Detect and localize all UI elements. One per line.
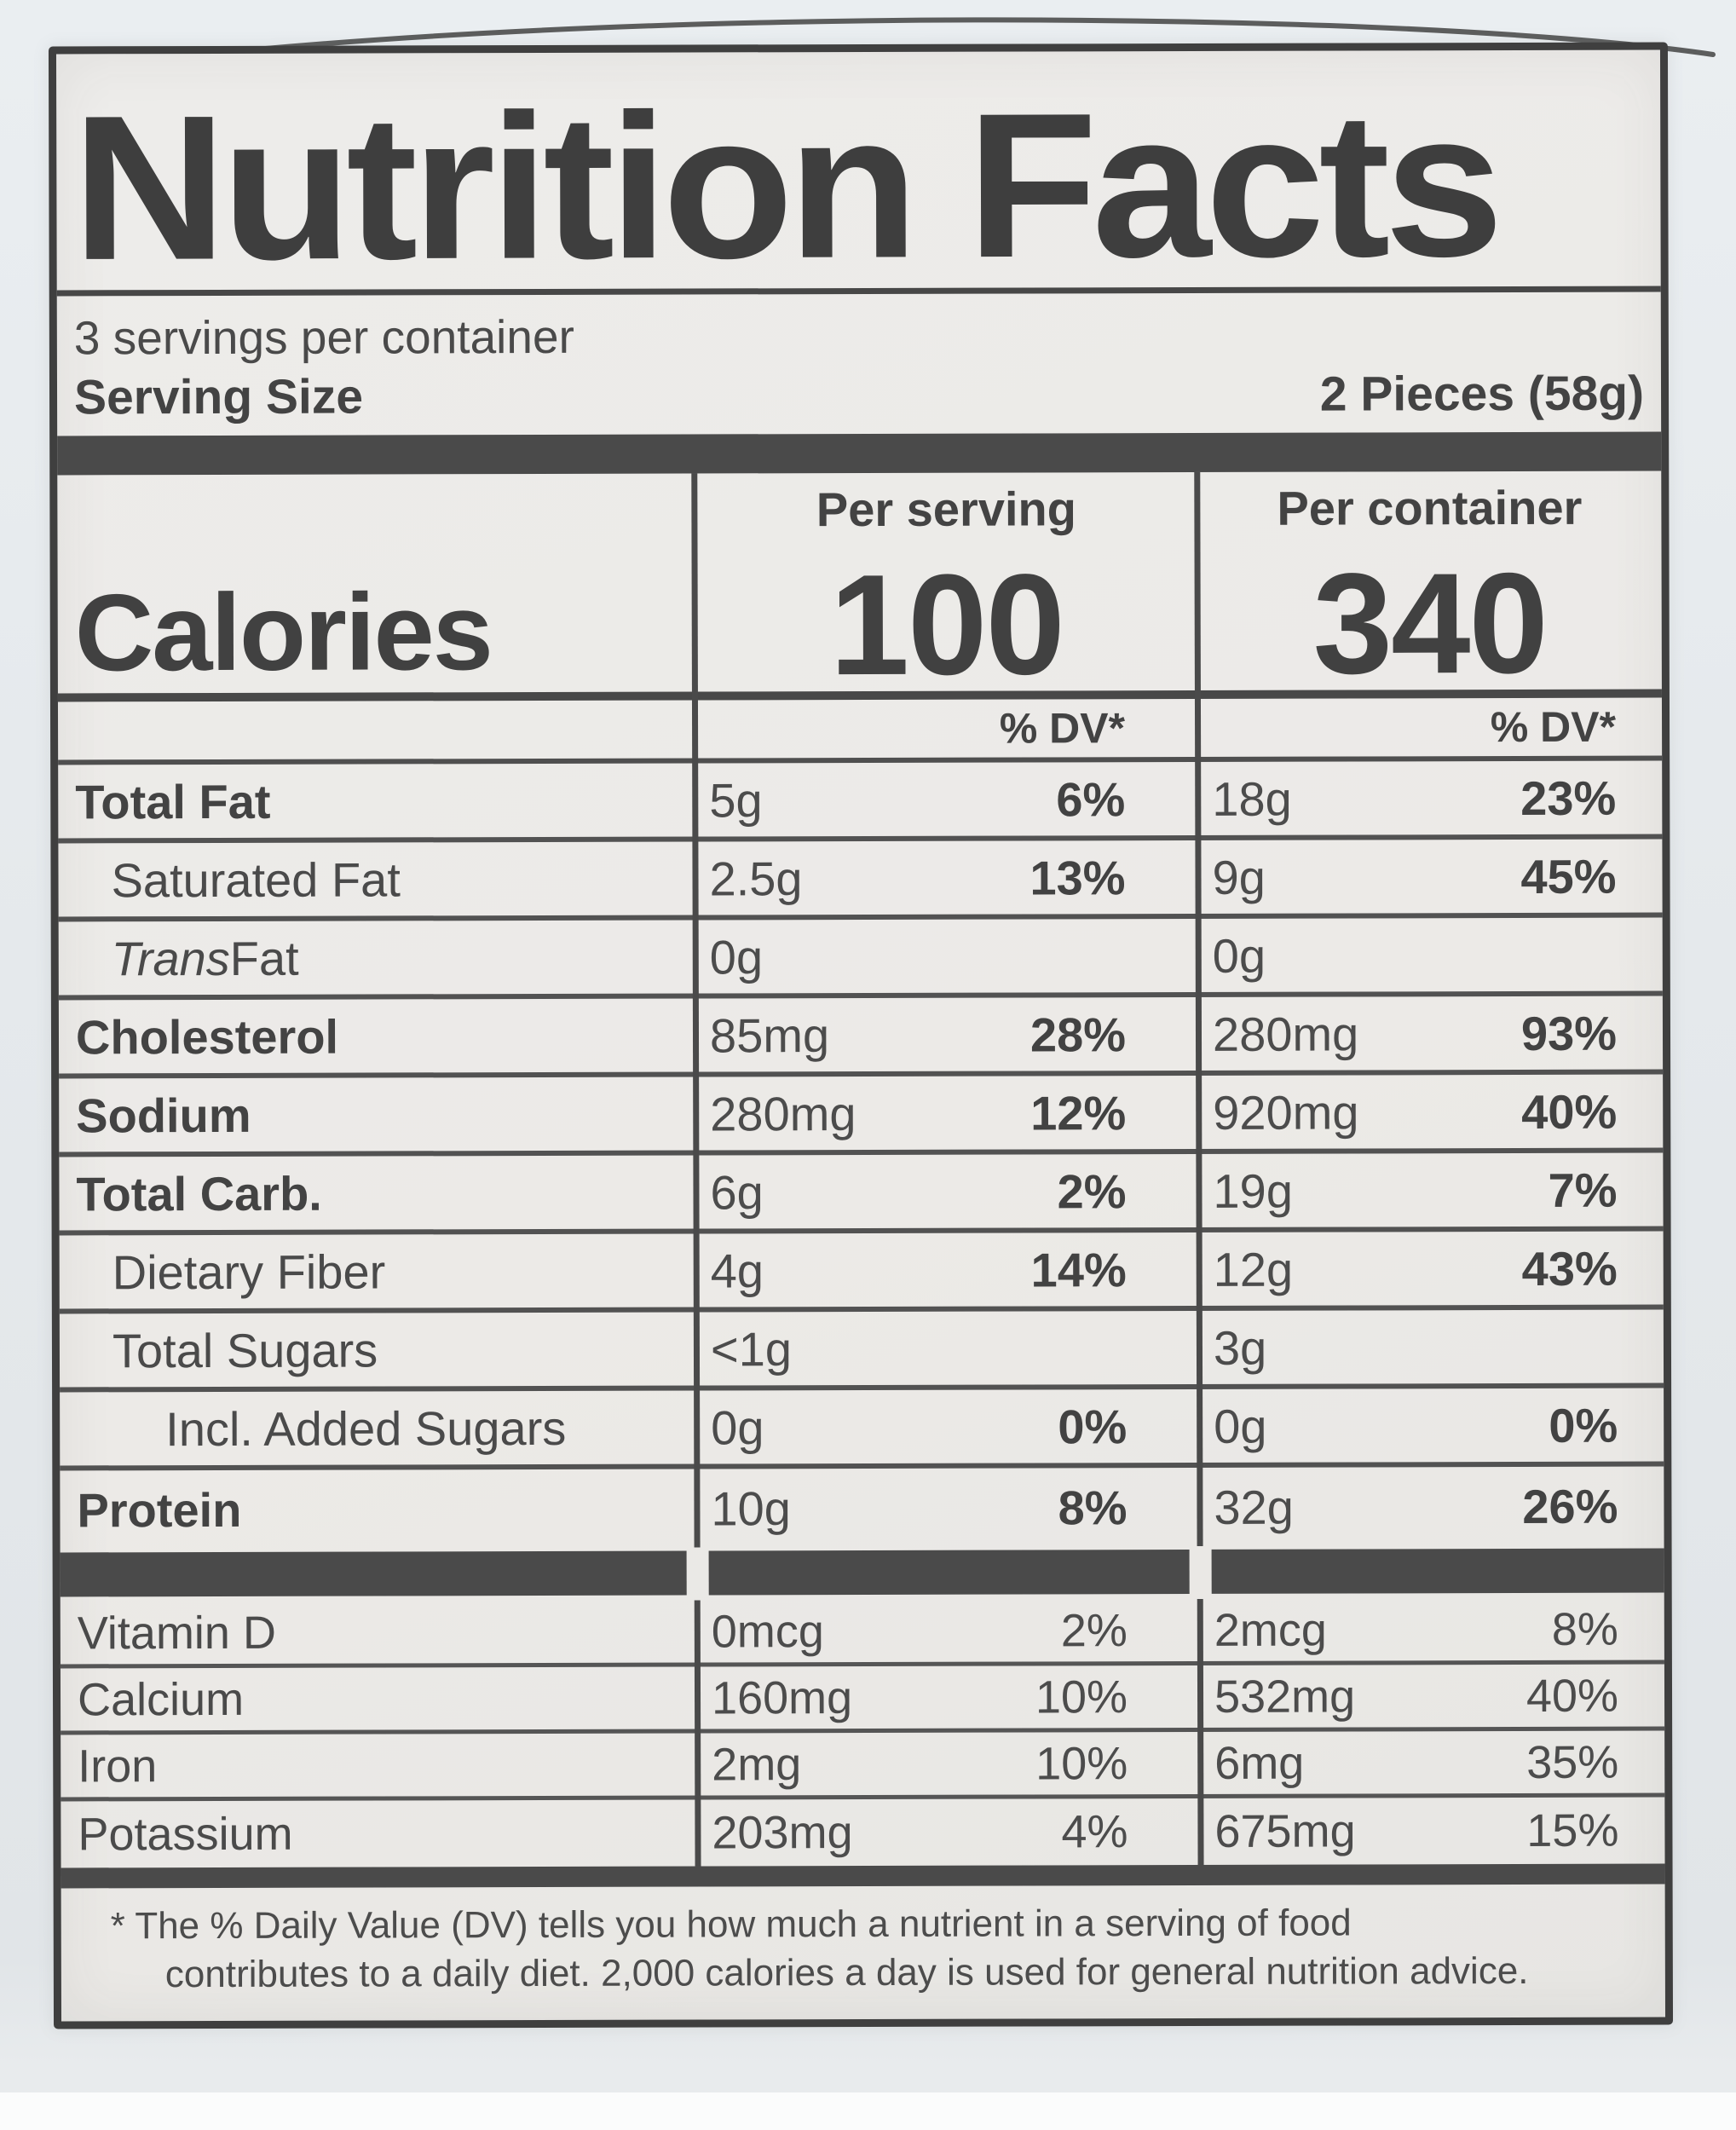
calories-label: Calories xyxy=(74,571,493,695)
dv-per-serving: 8% xyxy=(1058,1480,1128,1534)
serving-size-row: Serving Size 2 Pieces (58g) xyxy=(74,366,1644,426)
amount-per-container: 675mg xyxy=(1214,1805,1356,1857)
amount-per-container: 6mg xyxy=(1214,1737,1305,1789)
amount-per-container: 9g xyxy=(1212,850,1266,904)
dv-per-container: 7% xyxy=(1548,1163,1618,1217)
nutrient-row-protein: Protein 10g 8% 32g 26% xyxy=(77,1479,1618,1537)
amount-per-serving: 280mg xyxy=(710,1086,856,1140)
vitamin-row-vitamin-d: Vitamin D 0mcg 2% 2mcg 8% xyxy=(60,1597,1664,1669)
nutrient-row-cholesterol: Cholesterol 85mg 28% 280mg 93% xyxy=(58,996,1664,1079)
dv-per-container: 8% xyxy=(1551,1603,1618,1655)
daily-value-footnote: * The % Daily Value (DV) tells you how m… xyxy=(61,1885,1665,2022)
photo-bottom-strip xyxy=(0,2092,1736,2130)
amount-per-serving: 0g xyxy=(709,929,764,984)
trans-italic: Trans xyxy=(111,931,230,985)
amount-per-container: 0g xyxy=(1212,928,1266,983)
nutrients-grid-lower: Vitamin D 0mcg 2% 2mcg 8% Calcium 160mg 10%… xyxy=(60,1597,1665,1868)
column-divider-1 xyxy=(694,1600,701,1867)
vitamin-row-calcium: Calcium 160mg 10% 532mg 40% xyxy=(60,1664,1665,1735)
dv-per-serving: 2% xyxy=(1057,1163,1127,1218)
amount-per-container: 19g xyxy=(1213,1163,1293,1218)
separator-bar-top xyxy=(57,431,1662,476)
dv-per-container: 0% xyxy=(1549,1398,1618,1452)
amount-per-container: 532mg xyxy=(1214,1670,1356,1723)
amount-per-container: 12g xyxy=(1213,1242,1294,1296)
dv-per-serving: 0% xyxy=(1058,1399,1128,1453)
servings-per-container: 3 servings per container xyxy=(73,309,574,365)
dv-per-serving: 10% xyxy=(1035,1737,1128,1789)
nutrient-row-saturated-fat: Saturated Fat 2.5g 13% 9g 45% xyxy=(58,839,1663,922)
dv-header-per-container: % DV* xyxy=(1490,702,1617,752)
amount-per-container: 920mg xyxy=(1213,1084,1359,1140)
separator-bar-segmented xyxy=(60,1548,1664,1597)
serving-size-label: Serving Size xyxy=(73,369,364,425)
amount-per-serving: 6g xyxy=(710,1164,764,1219)
dv-per-serving: 2% xyxy=(1060,1604,1128,1656)
dv-per-serving: 12% xyxy=(1030,1085,1127,1140)
label-title: Nutrition Facts xyxy=(72,69,1498,303)
nutrient-row-dietary-fiber: Dietary Fiber 4g 14% 12g 43% xyxy=(59,1231,1664,1314)
dv-header-per-serving: % DV* xyxy=(999,704,1126,753)
amount-per-serving: 2mg xyxy=(712,1738,802,1790)
calories-per-serving: 100 xyxy=(829,544,1064,706)
amount-per-serving: 0mcg xyxy=(711,1605,824,1657)
dv-per-container: 23% xyxy=(1520,771,1617,825)
dv-per-serving: 4% xyxy=(1061,1806,1128,1858)
amount-per-serving: <1g xyxy=(710,1321,793,1376)
amount-per-container: 280mg xyxy=(1212,1006,1359,1061)
per-container-header: Per container xyxy=(1277,480,1583,535)
dv-per-container: 45% xyxy=(1520,849,1617,903)
amount-per-container: 0g xyxy=(1214,1399,1267,1453)
column-divider-2 xyxy=(1197,1598,1204,1865)
amount-per-container: 2mcg xyxy=(1214,1604,1327,1656)
nutrient-row-total-carb: Total Carb. 6g 2% 19g 7% xyxy=(59,1152,1664,1236)
vitamin-row-iron: Iron 2mg 10% 6mg 35% xyxy=(61,1730,1665,1802)
amount-per-serving: 0g xyxy=(711,1400,764,1454)
nutrient-row-added-sugars: Incl. Added Sugars 0g 0% 0g 0% xyxy=(60,1388,1664,1471)
amount-per-serving: 2.5g xyxy=(709,851,803,905)
serving-size-value: 2 Pieces (58g) xyxy=(1319,366,1645,422)
label-header: Nutrition Facts xyxy=(55,49,1661,303)
amount-per-container: 32g xyxy=(1214,1480,1294,1534)
nutrient-row-total-fat: Total Fat 5g 6% 18g 23% xyxy=(58,760,1663,844)
nutrient-row-trans-fat: Trans Fat 0g 0g xyxy=(58,917,1663,1001)
vitamin-row-potassium: Potassium 203mg 4% 675mg 15% xyxy=(78,1804,1619,1861)
amount-per-serving: 160mg xyxy=(711,1671,853,1723)
nutrition-facts-label: Nutrition Facts 3 servings per container… xyxy=(48,42,1674,2029)
amount-per-container: 18g xyxy=(1212,771,1292,826)
nutrient-row-sodium: Sodium 280mg 12% 920mg 40% xyxy=(59,1074,1664,1157)
nutrients-grid-upper: Per serving Per container Calories 100 3… xyxy=(57,471,1664,1550)
package-crease-line xyxy=(253,17,1716,57)
column-headers-row: Per serving Per container xyxy=(57,471,1661,547)
dv-per-container: 43% xyxy=(1521,1241,1618,1296)
amount-per-serving: 85mg xyxy=(709,1007,830,1062)
footnote-line-1: * The % Daily Value (DV) tells you how m… xyxy=(110,1902,1352,1948)
calories-per-container: 340 xyxy=(1312,543,1548,705)
calories-row: Calories 100 340 xyxy=(57,542,1662,706)
dv-per-container: 40% xyxy=(1521,1084,1618,1139)
amount-per-serving: 203mg xyxy=(712,1807,853,1859)
dv-per-container: 35% xyxy=(1526,1736,1619,1788)
amount-per-serving: 5g xyxy=(709,772,763,827)
nutrient-row-total-sugars: Total Sugars <1g 3g xyxy=(59,1309,1664,1393)
dv-per-container: 93% xyxy=(1520,1006,1618,1060)
dv-per-serving: 13% xyxy=(1029,850,1126,904)
daily-value-header-row: % DV* % DV* xyxy=(57,697,1663,765)
amount-per-serving: 10g xyxy=(711,1481,791,1535)
footnote-line-2: contributes to a daily diet. 2,000 calor… xyxy=(164,1949,1529,1996)
dv-per-serving: 14% xyxy=(1030,1242,1127,1296)
amount-per-serving: 4g xyxy=(710,1243,764,1297)
per-serving-header: Per serving xyxy=(816,481,1076,536)
amount-per-container: 3g xyxy=(1213,1320,1267,1375)
dv-per-serving: 6% xyxy=(1056,771,1126,826)
dv-per-container: 15% xyxy=(1526,1804,1619,1856)
dv-per-serving: 10% xyxy=(1035,1671,1128,1723)
dv-per-container: 40% xyxy=(1525,1670,1619,1722)
dv-per-serving: 28% xyxy=(1029,1007,1127,1061)
dv-per-container: 26% xyxy=(1522,1479,1618,1533)
serving-info-section: 3 servings per container Serving Size 2 … xyxy=(57,292,1661,431)
